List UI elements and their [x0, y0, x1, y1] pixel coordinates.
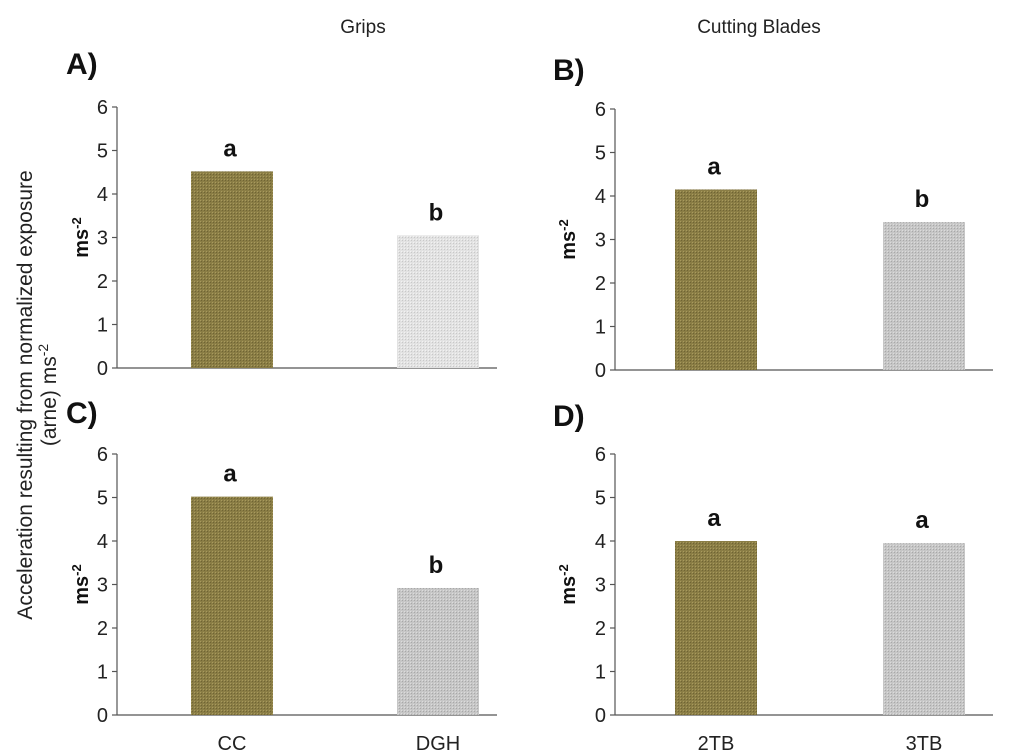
bar-dgh: [397, 235, 479, 368]
y-tick-label: 1: [595, 317, 606, 339]
y-tick-label: 5: [595, 143, 606, 165]
y-axis-label: ms-2: [69, 564, 94, 604]
panel-a: A) ms-2 0 1 2 3 4 5 6 a b: [66, 48, 497, 380]
y-tick-label: 5: [595, 488, 606, 510]
x-category-label: CC: [218, 733, 247, 755]
y-tick-label: 4: [97, 531, 108, 553]
y-tick-label: 3: [595, 230, 606, 252]
significance-letter: a: [915, 507, 929, 534]
significance-letter: a: [707, 505, 721, 532]
x-category-label: DGH: [416, 733, 460, 755]
y-tick-label: 2: [97, 618, 108, 640]
y-tick-label: 2: [97, 271, 108, 293]
bar-dgh: [397, 587, 479, 715]
significance-letter: b: [429, 552, 444, 579]
bar-2tb: [675, 541, 757, 715]
y-tick-label: 3: [595, 575, 606, 597]
y-tick-label: 4: [97, 184, 108, 206]
column-title-cutting-blades: Cutting Blades: [697, 17, 821, 38]
x-category-label: 3TB: [906, 733, 943, 755]
panel-c: C) ms-2 0 1 2 3 4 5 6 a CC b DGH: [66, 397, 497, 755]
y-tick-label: 6: [97, 97, 108, 119]
significance-letter: a: [223, 135, 237, 162]
panel-label: C): [66, 397, 98, 430]
significance-letter: b: [429, 199, 444, 226]
y-tick-label: 3: [97, 575, 108, 597]
y-tick-label: 0: [97, 358, 108, 380]
y-tick-label: 6: [595, 99, 606, 121]
y-tick-label: 5: [97, 141, 108, 163]
y-tick-label: 0: [595, 360, 606, 382]
bar-cc: [191, 496, 273, 715]
bar-3tb: [883, 222, 965, 370]
significance-letter: a: [223, 461, 237, 488]
y-tick-label: 1: [97, 662, 108, 684]
y-tick-label: 0: [97, 705, 108, 727]
panel-label: D): [553, 400, 585, 433]
y-tick-label: 3: [97, 228, 108, 250]
significance-letter: b: [915, 186, 930, 213]
bar-2tb: [675, 189, 757, 370]
y-tick-label: 6: [595, 444, 606, 466]
bar-cc: [191, 171, 273, 368]
bar-3tb: [883, 543, 965, 715]
y-tick-label: 1: [595, 662, 606, 684]
panel-label: A): [66, 48, 98, 81]
panel-d: D) ms-2 0 1 2 3 4 5 6 a 2TB a 3TB: [553, 400, 993, 755]
y-axis-label: ms-2: [69, 217, 94, 257]
global-y-axis-label-line2: (arne) ms-2: [35, 344, 61, 447]
y-tick-label: 4: [595, 186, 606, 208]
y-tick-label: 5: [97, 488, 108, 510]
column-title-grips: Grips: [340, 17, 385, 38]
y-tick-label: 1: [97, 315, 108, 337]
y-tick-label: 2: [595, 618, 606, 640]
y-tick-label: 6: [97, 444, 108, 466]
y-tick-label: 0: [595, 705, 606, 727]
significance-letter: a: [707, 153, 721, 180]
y-axis-label: ms-2: [556, 219, 581, 259]
y-axis-label: ms-2: [556, 564, 581, 604]
x-category-label: 2TB: [698, 733, 735, 755]
panel-b: B) ms-2 0 1 2 3 4 5 6 a b: [553, 54, 993, 382]
y-tick-label: 4: [595, 531, 606, 553]
y-tick-label: 2: [595, 273, 606, 295]
global-y-axis-label-line1: Acceleration resulting from normalized e…: [14, 170, 37, 619]
panel-label: B): [553, 54, 585, 87]
